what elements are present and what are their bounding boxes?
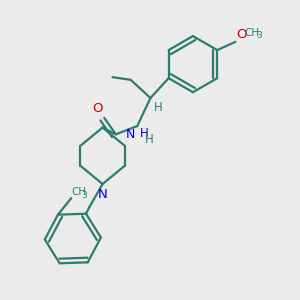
Text: H: H (140, 127, 148, 140)
Text: N: N (126, 128, 136, 141)
Text: 3: 3 (81, 190, 87, 200)
Text: N: N (98, 188, 107, 201)
Text: 3: 3 (256, 31, 262, 40)
Text: CH: CH (72, 187, 87, 197)
Text: CH: CH (245, 28, 260, 38)
Text: O: O (236, 28, 247, 41)
Text: H: H (145, 133, 153, 146)
Text: O: O (92, 102, 103, 115)
Text: H: H (154, 101, 163, 114)
